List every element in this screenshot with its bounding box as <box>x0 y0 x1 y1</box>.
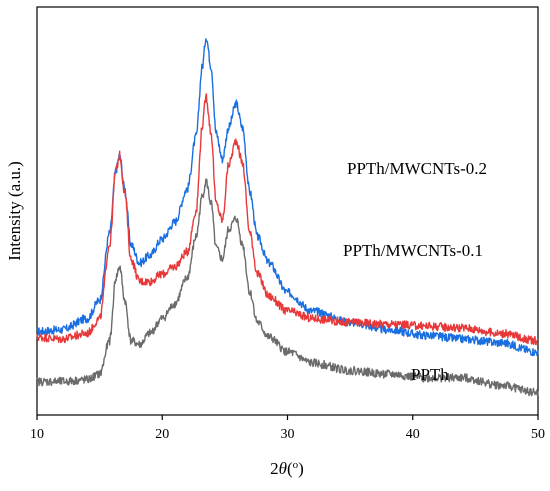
x-tick-label: 50 <box>531 427 545 442</box>
x-tick-label: 20 <box>155 427 169 442</box>
x-tick-label: 10 <box>30 427 44 442</box>
series-label-ppth-mwcnts-0-2: PPTh/MWCNTs-0.2 <box>347 159 487 178</box>
x-axis-title: 2θ(o) <box>270 459 304 478</box>
x-axis-ticks: 10 20 30 40 50 <box>30 415 545 442</box>
series-layer <box>36 38 539 397</box>
x-tick-label: 30 <box>281 427 295 442</box>
series-label-ppth-mwcnts-0-1: PPTh/MWCNTs-0.1 <box>343 241 483 260</box>
series-line-ppth-mwcnts-0-1 <box>36 93 539 346</box>
x-tick-label: 40 <box>406 427 420 442</box>
y-axis-title: Intensity (a.u.) <box>5 161 24 261</box>
series-label-ppth: PPTh <box>411 365 449 384</box>
series-line-ppth <box>36 178 539 397</box>
